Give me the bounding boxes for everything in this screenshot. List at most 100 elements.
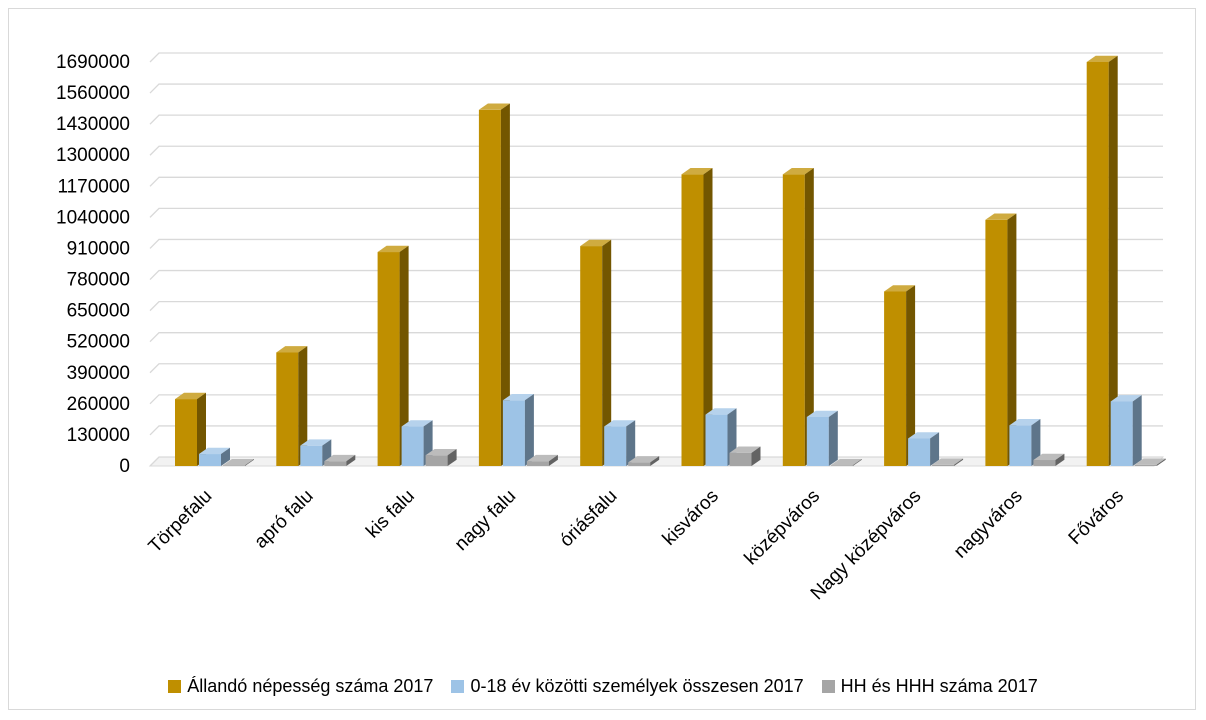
gridline — [149, 145, 1163, 156]
bar-side — [447, 448, 457, 466]
bar-side — [1007, 213, 1017, 466]
bar — [884, 285, 916, 466]
bar — [1009, 419, 1041, 466]
bar-side — [245, 458, 254, 466]
gridline — [149, 176, 1163, 187]
y-tick-label: 650000 — [67, 301, 130, 322]
bar-top — [502, 393, 534, 401]
bar-side — [602, 239, 612, 466]
bar-side — [703, 168, 713, 466]
x-tick-label: kisváros — [659, 486, 723, 550]
bar-top — [1009, 419, 1041, 426]
x-tick-label: apró falu — [250, 486, 317, 553]
bar — [628, 456, 660, 466]
bar-top — [425, 448, 457, 456]
bar-top — [1033, 453, 1065, 461]
bar-front — [729, 452, 752, 466]
y-tick-label: 1300000 — [56, 145, 130, 166]
y-tick-label: 1430000 — [56, 114, 130, 135]
bar-side — [1132, 395, 1142, 466]
bar-front — [276, 352, 299, 466]
gridline — [149, 238, 1163, 249]
bar-front — [884, 291, 907, 466]
gridline — [149, 363, 1163, 374]
bar-side — [346, 454, 356, 466]
bar-side — [548, 454, 558, 466]
bar — [932, 458, 964, 466]
legend-swatch — [168, 680, 182, 693]
legend-swatch — [451, 680, 465, 693]
bar-side — [954, 458, 964, 466]
bar-side — [1156, 458, 1166, 466]
bar-front — [502, 400, 525, 466]
bar-top — [681, 168, 713, 175]
bar-front — [932, 464, 955, 466]
gridline — [149, 52, 1163, 63]
bar-side — [1108, 55, 1118, 466]
legend-swatch — [821, 680, 835, 693]
y-tick-label: 520000 — [67, 332, 130, 353]
category-labels: Törpefalu apró falu kis falu nagy falu óriás… — [145, 486, 1128, 605]
bar-front — [1110, 401, 1133, 466]
bars — [175, 55, 1166, 466]
bar-front — [300, 445, 323, 466]
bar-front — [199, 454, 221, 466]
gridline — [149, 114, 1163, 125]
y-tick-label: 1170000 — [57, 176, 130, 197]
bar-front — [681, 174, 704, 466]
bar — [1033, 453, 1065, 466]
bar-top — [932, 458, 964, 465]
y-tick-label: 260000 — [67, 394, 130, 415]
bar-front — [324, 461, 347, 466]
bar-top — [782, 168, 814, 175]
bar — [729, 446, 761, 466]
bar — [908, 432, 940, 466]
x-tick-label: óriásfalu — [556, 486, 622, 552]
bar — [1110, 395, 1142, 466]
bar-side — [1031, 419, 1041, 466]
bar-front — [526, 461, 549, 466]
bar-front — [782, 174, 805, 466]
bar-side — [804, 168, 814, 466]
y-tick-label: 1040000 — [56, 207, 130, 228]
bar-front — [985, 219, 1008, 466]
x-tick-label: középváros — [741, 486, 825, 570]
bar-side — [828, 410, 838, 466]
bar-side — [650, 456, 660, 466]
y-tick-label: 780000 — [67, 270, 130, 291]
x-tick-label: Törpefalu — [145, 486, 217, 558]
bar — [175, 392, 206, 466]
bar-front — [908, 438, 931, 466]
gridline — [149, 332, 1163, 343]
bar — [478, 103, 510, 466]
y-tick-label: 910000 — [67, 238, 130, 259]
bar-side — [751, 446, 761, 466]
bar — [276, 346, 308, 466]
bar-top — [175, 392, 206, 400]
bar — [782, 168, 814, 466]
bar-side — [626, 420, 636, 466]
bar-front — [1033, 460, 1056, 466]
bar — [526, 454, 558, 466]
bar-top — [1110, 395, 1142, 402]
bar-front — [401, 426, 424, 466]
bar-top — [729, 446, 761, 453]
x-tick-label: nagyváros — [950, 486, 1027, 563]
x-tick-label: Főváros — [1065, 486, 1128, 549]
bar — [1134, 458, 1166, 466]
bar-top — [526, 454, 558, 462]
gridline — [149, 300, 1163, 312]
bar-front — [580, 246, 603, 466]
bar-side — [298, 346, 308, 466]
legend-label: Állandó népesség száma 2017 — [187, 676, 434, 696]
bar-front — [1009, 425, 1032, 466]
bar-front — [806, 416, 829, 466]
bar-side — [1055, 453, 1065, 466]
bar — [580, 239, 612, 466]
bar — [985, 213, 1017, 466]
legend-item: 0-18 év közötti személyek összesen 2017 — [451, 676, 804, 697]
bar-front — [628, 462, 651, 466]
bar-top — [401, 420, 433, 427]
bar-side — [500, 103, 510, 466]
